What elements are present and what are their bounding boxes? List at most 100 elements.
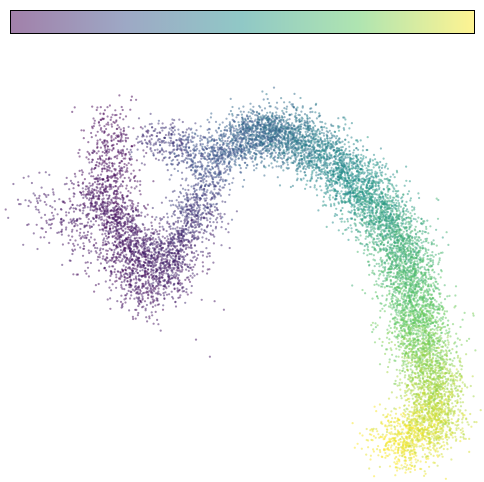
scatter-point	[375, 280, 378, 283]
scatter-point	[135, 209, 138, 212]
scatter-point	[170, 290, 173, 293]
scatter-point	[130, 291, 133, 294]
scatter-point	[123, 201, 126, 204]
scatter-point	[92, 223, 95, 226]
scatter-point	[146, 268, 150, 271]
scatter-point	[36, 247, 39, 251]
scatter-point	[91, 216, 95, 219]
scatter-point	[104, 205, 107, 208]
scatter-point	[206, 206, 209, 209]
scatter-point	[123, 176, 126, 180]
scatter-point	[210, 203, 213, 206]
scatter-point	[122, 152, 125, 155]
scatter-point	[79, 237, 82, 240]
scatter-point	[97, 174, 100, 177]
scatter-point	[199, 173, 202, 176]
scatter-point	[22, 243, 25, 246]
scatter-point	[179, 207, 182, 210]
scatter-point	[232, 127, 235, 130]
scatter-point	[123, 162, 126, 166]
scatter-point	[84, 188, 87, 191]
scatter-point	[121, 229, 124, 232]
scatter-point	[137, 300, 140, 303]
scatter-point	[152, 144, 155, 147]
scatter-point	[201, 145, 204, 148]
scatter-point	[350, 167, 353, 170]
scatter-point	[80, 169, 83, 172]
scatter-point	[177, 132, 180, 135]
scatter-point	[140, 211, 143, 214]
scatter-point	[386, 328, 389, 331]
scatter-point	[90, 189, 93, 193]
scatter-point	[70, 182, 74, 185]
scatter-point	[118, 241, 121, 245]
scatter-point	[201, 254, 204, 257]
scatter-point	[109, 213, 113, 216]
scatter-point	[124, 261, 127, 264]
scatter-point	[130, 95, 133, 98]
scatter-point	[82, 129, 85, 132]
scatter-point	[199, 139, 202, 142]
scatter-point	[205, 175, 208, 178]
scatter-point	[190, 169, 193, 172]
scatter-point	[99, 188, 102, 191]
scatter-point	[146, 142, 149, 145]
scatter-point	[136, 271, 139, 275]
scatter-point	[172, 222, 175, 225]
scatter-point	[151, 305, 154, 308]
scatter-point	[87, 275, 90, 278]
scatter-point	[176, 226, 179, 229]
scatter-point	[158, 138, 162, 141]
scatter-point	[105, 226, 108, 229]
scatter-point	[108, 201, 111, 204]
scatter-point	[115, 276, 118, 279]
scatter-point	[153, 247, 156, 250]
scatter-point	[99, 158, 102, 161]
scatter-point	[206, 189, 209, 192]
scatter-point	[180, 171, 184, 174]
scatter-point	[102, 248, 105, 251]
scatter-point	[95, 161, 98, 164]
scatter-point	[201, 223, 204, 227]
scatter-point	[140, 140, 143, 143]
scatter-point	[172, 158, 175, 161]
scatter-point	[135, 236, 138, 239]
scatter-point	[101, 150, 104, 154]
scatter-point	[206, 272, 209, 275]
scatter-point	[100, 215, 103, 219]
scatter-point	[100, 204, 103, 207]
scatter-point	[78, 148, 81, 151]
scatter-point	[47, 223, 51, 226]
scatter-point	[4, 208, 7, 211]
scatter-point	[119, 112, 122, 116]
scatter-point	[113, 206, 117, 209]
scatter-point	[98, 176, 101, 179]
scatter-point	[387, 397, 391, 400]
scatter-point	[104, 146, 107, 149]
scatter-point	[459, 405, 463, 408]
scatter-point	[383, 310, 386, 313]
scatter-point	[190, 219, 193, 222]
scatter-point	[136, 257, 139, 261]
scatter-point	[72, 183, 75, 186]
scatter-point	[128, 241, 132, 244]
scatter-point	[88, 251, 91, 255]
scatter-point	[103, 109, 106, 112]
scatter-point	[152, 153, 155, 157]
scatter-point	[63, 201, 66, 204]
scatter-point	[115, 142, 119, 146]
scatter-point	[131, 231, 134, 234]
scatter-point	[99, 212, 103, 216]
scatter-point	[69, 259, 72, 262]
scatter-point	[120, 286, 123, 289]
scatter-point	[108, 221, 112, 225]
scatter-point	[206, 144, 209, 147]
scatter-point	[208, 268, 211, 271]
scatter-point	[184, 131, 188, 134]
scatter-point	[114, 137, 117, 140]
scatter-point	[90, 175, 93, 178]
scatter-point	[110, 231, 113, 234]
scatter-point	[121, 169, 124, 172]
scatter-point	[212, 185, 216, 188]
scatter-point	[53, 200, 56, 203]
